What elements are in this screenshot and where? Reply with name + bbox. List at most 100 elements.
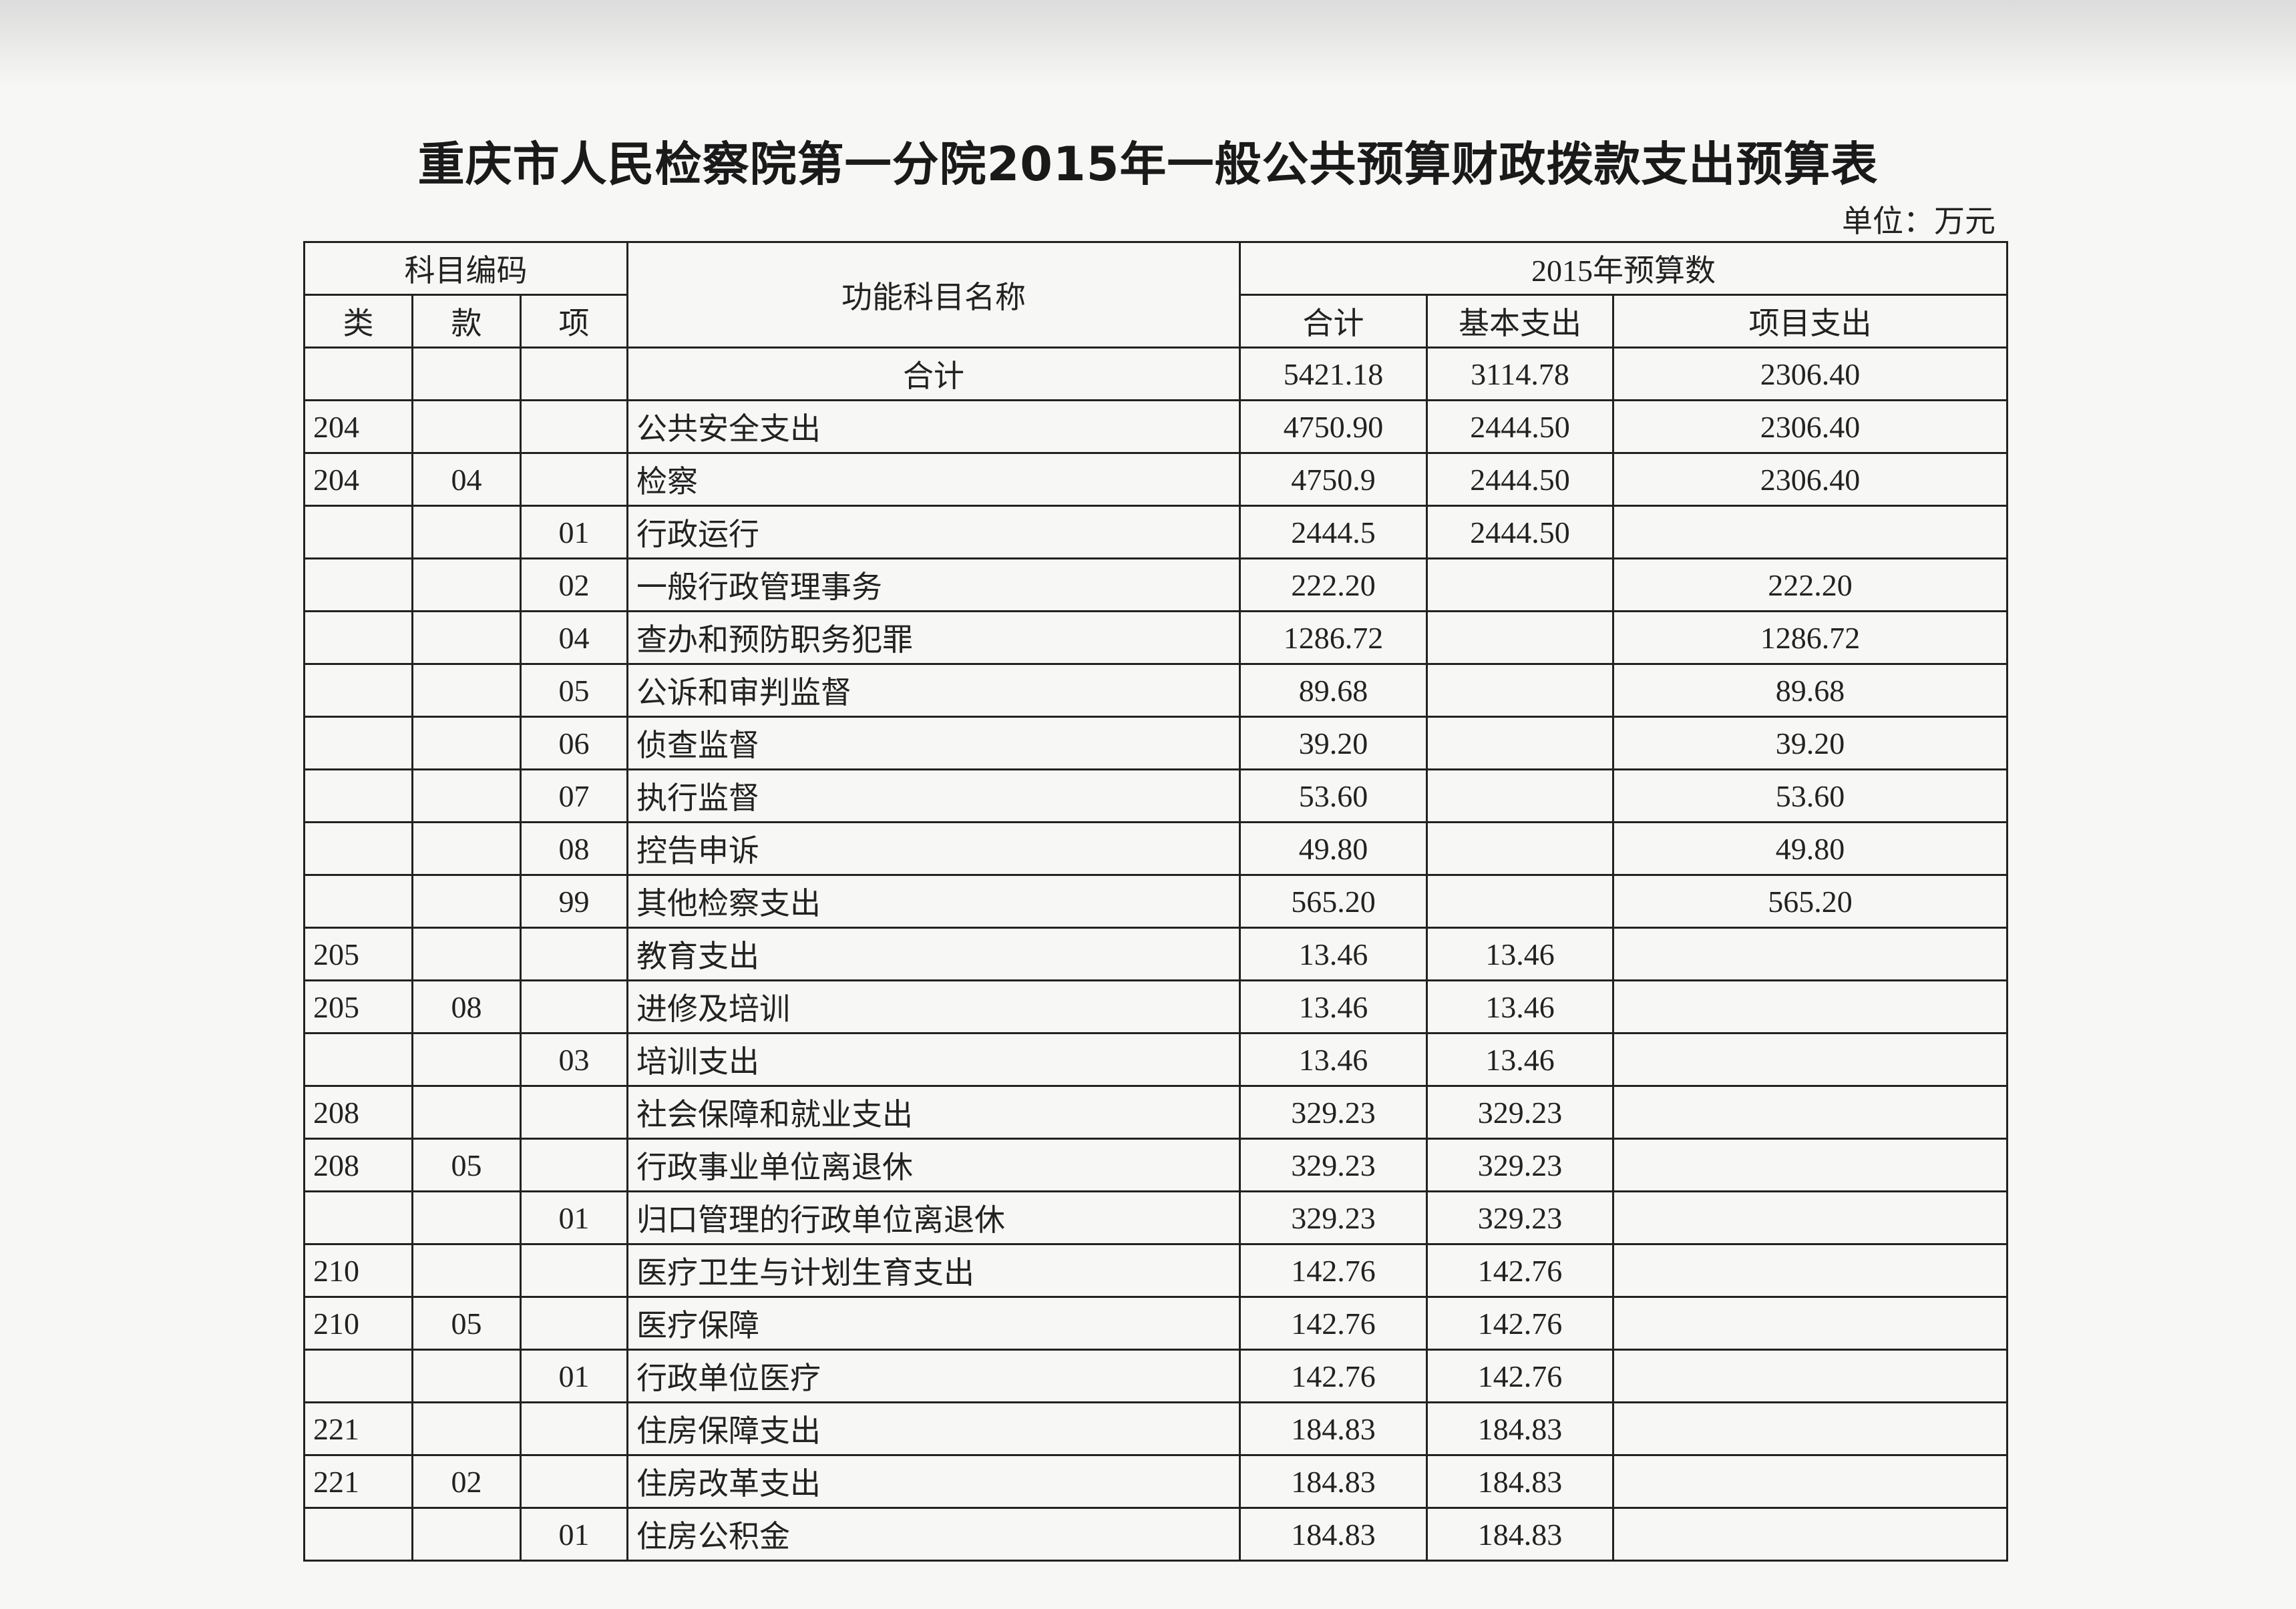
cell-lei (303, 347, 413, 401)
header-project: 项目支出 (1612, 294, 2009, 349)
table-row: 01 归口管理的行政单位离退休 329.23 329.23 (303, 1190, 2009, 1245)
cell-project: 53.60 (1612, 768, 2009, 823)
table-row: 210 医疗卫生与计划生育支出 142.76 142.76 (303, 1243, 2009, 1298)
cell-name: 医疗保障 (626, 1296, 1241, 1351)
table-row: 05 公诉和审判监督 89.68 89.68 (303, 663, 2009, 718)
cell-name: 检察 (626, 452, 1241, 507)
cell-lei: 210 (303, 1296, 413, 1351)
cell-kuan: 05 (411, 1296, 522, 1351)
table-row: 08 控告申诉 49.80 49.80 (303, 821, 2009, 876)
cell-xiang (519, 927, 629, 981)
cell-lei (303, 1032, 413, 1087)
cell-basic: 184.83 (1426, 1454, 1615, 1509)
header-row-1: 科目编码 功能科目名称 2015年预算数 (303, 241, 2009, 349)
cell-name: 教育支出 (626, 927, 1241, 981)
cell-xiang (519, 399, 629, 454)
cell-xiang: 99 (519, 874, 629, 929)
cell-total: 565.20 (1239, 874, 1428, 929)
cell-lei: 210 (303, 1243, 413, 1298)
cell-total: 1286.72 (1239, 610, 1428, 665)
cell-basic: 184.83 (1426, 1507, 1615, 1562)
cell-project (1612, 1032, 2009, 1087)
table-row: 208 社会保障和就业支出 329.23 329.23 (303, 1085, 2009, 1140)
cell-kuan (411, 505, 522, 559)
cell-total: 329.23 (1239, 1085, 1428, 1140)
cell-total: 13.46 (1239, 927, 1428, 981)
scan-shadow (0, 0, 2296, 87)
cell-basic: 142.76 (1426, 1296, 1615, 1351)
cell-project (1612, 1243, 2009, 1298)
cell-project (1612, 979, 2009, 1034)
cell-lei (303, 716, 413, 770)
cell-project: 89.68 (1612, 663, 2009, 718)
cell-project (1612, 505, 2009, 559)
cell-xiang: 01 (519, 1349, 629, 1403)
cell-kuan (411, 1401, 522, 1456)
cell-xiang: 07 (519, 768, 629, 823)
cell-kuan (411, 1032, 522, 1087)
header-total: 合计 (1239, 294, 1428, 349)
cell-total: 53.60 (1239, 768, 1428, 823)
cell-kuan (411, 1243, 522, 1298)
cell-xiang (519, 1401, 629, 1456)
cell-kuan (411, 663, 522, 718)
cell-lei: 204 (303, 399, 413, 454)
cell-kuan (411, 768, 522, 823)
cell-basic: 329.23 (1426, 1085, 1615, 1140)
cell-total: 4750.9 (1239, 452, 1428, 507)
cell-basic (1426, 768, 1615, 823)
table-row: 01 住房公积金 184.83 184.83 (303, 1507, 2009, 1562)
cell-project (1612, 1085, 2009, 1140)
cell-lei (303, 768, 413, 823)
cell-kuan (411, 1085, 522, 1140)
cell-basic: 13.46 (1426, 979, 1615, 1034)
cell-name: 侦查监督 (626, 716, 1241, 770)
cell-xiang: 06 (519, 716, 629, 770)
cell-lei (303, 821, 413, 876)
cell-total: 329.23 (1239, 1138, 1428, 1192)
cell-total: 13.46 (1239, 979, 1428, 1034)
cell-total: 184.83 (1239, 1454, 1428, 1509)
cell-name: 一般行政管理事务 (626, 557, 1241, 612)
cell-kuan (411, 1349, 522, 1403)
header-row-2: 类 款 项 合计 基本支出 项目支出 (303, 294, 2009, 349)
cell-kuan (411, 347, 522, 401)
cell-kuan: 02 (411, 1454, 522, 1509)
cell-total: 5421.18 (1239, 347, 1428, 401)
cell-xiang (519, 1454, 629, 1509)
cell-project: 222.20 (1612, 557, 2009, 612)
cell-project (1612, 927, 2009, 981)
cell-lei (303, 1507, 413, 1562)
cell-xiang: 01 (519, 1190, 629, 1245)
cell-kuan (411, 927, 522, 981)
table-row: 02 一般行政管理事务 222.20 222.20 (303, 557, 2009, 612)
cell-xiang (519, 1138, 629, 1192)
table-row: 221 住房保障支出 184.83 184.83 (303, 1401, 2009, 1456)
table-row: 03 培训支出 13.46 13.46 (303, 1032, 2009, 1087)
cell-total: 39.20 (1239, 716, 1428, 770)
cell-lei: 208 (303, 1138, 413, 1192)
table-row: 06 侦查监督 39.20 39.20 (303, 716, 2009, 770)
cell-name: 公诉和审判监督 (626, 663, 1241, 718)
header-kuan: 款 (411, 294, 522, 349)
unit-label: 单位：万元 (1842, 203, 1995, 239)
cell-total: 184.83 (1239, 1401, 1428, 1456)
cell-lei (303, 874, 413, 929)
table-row: 221 02 住房改革支出 184.83 184.83 (303, 1454, 2009, 1509)
header-lei: 类 (303, 294, 413, 349)
header-xiang: 项 (519, 294, 629, 349)
table-row: 合计 5421.18 3114.78 2306.40 (303, 347, 2009, 401)
cell-project: 2306.40 (1612, 399, 2009, 454)
cell-total: 184.83 (1239, 1507, 1428, 1562)
cell-total: 13.46 (1239, 1032, 1428, 1087)
cell-project: 565.20 (1612, 874, 2009, 929)
cell-name: 行政单位医疗 (626, 1349, 1241, 1403)
cell-lei: 205 (303, 979, 413, 1034)
cell-basic (1426, 821, 1615, 876)
table-row: 04 查办和预防职务犯罪 1286.72 1286.72 (303, 610, 2009, 665)
page-title: 重庆市人民检察院第一分院2015年一般公共预算财政拨款支出预算表 (417, 137, 1879, 192)
cell-total: 142.76 (1239, 1349, 1428, 1403)
cell-xiang (519, 347, 629, 401)
cell-project: 2306.40 (1612, 347, 2009, 401)
cell-lei: 205 (303, 927, 413, 981)
